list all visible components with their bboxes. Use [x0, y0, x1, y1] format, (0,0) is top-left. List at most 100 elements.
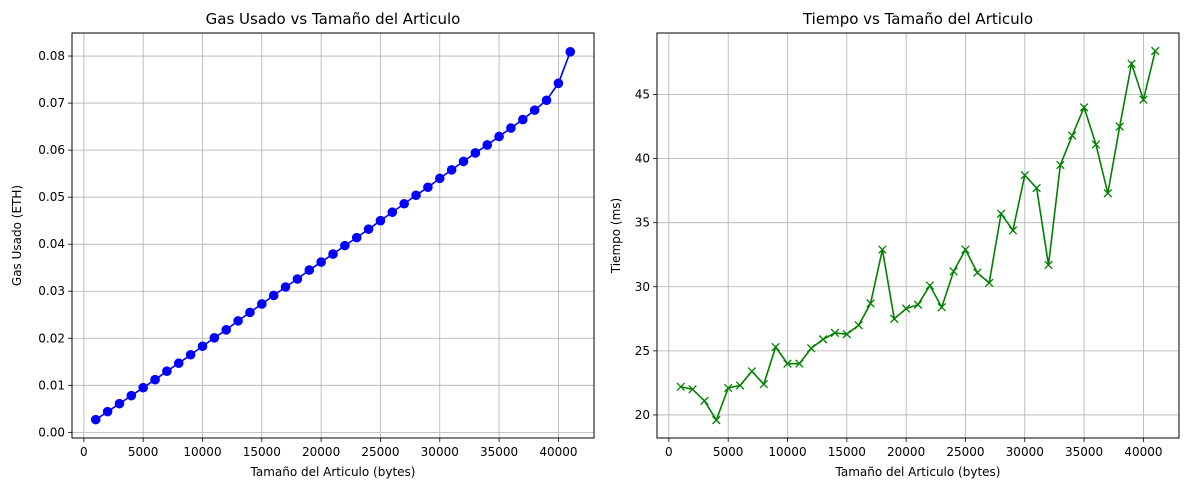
data-point — [1079, 103, 1089, 112]
data-point — [506, 123, 516, 133]
data-point — [1151, 46, 1160, 56]
x-axis-label: Tamaño del Articulo (bytes) — [250, 465, 416, 479]
data-point — [806, 344, 816, 353]
y-tick-label: 40 — [635, 152, 650, 166]
data-point — [901, 304, 911, 313]
data-point — [173, 358, 184, 369]
plot-frame — [71, 32, 595, 439]
x-tick-label: 15000 — [828, 445, 866, 459]
data-point — [1139, 95, 1148, 104]
y-tick-label: 0.05 — [38, 190, 65, 204]
data-point — [434, 173, 445, 184]
data-point — [553, 78, 564, 89]
data-point — [114, 398, 125, 409]
data-point — [458, 156, 469, 167]
y-tick-label: 0.04 — [38, 237, 65, 251]
data-point — [723, 383, 733, 393]
x-tick-label: 5000 — [713, 445, 744, 459]
data-point — [1067, 131, 1077, 140]
y-axis-label: Tiempo (ms) — [609, 198, 623, 274]
data-point — [1008, 226, 1018, 235]
data-point — [292, 274, 303, 284]
x-tick-label: 15000 — [243, 445, 281, 459]
chart-title: Tiempo vs Tamaño del Articulo — [802, 10, 1033, 28]
y-tick-label: 20 — [635, 408, 650, 422]
x-tick-label: 35000 — [1065, 445, 1103, 459]
data-point — [221, 325, 232, 335]
y-tick-label: 45 — [635, 88, 650, 102]
x-tick-label: 10000 — [768, 445, 806, 459]
data-point — [245, 307, 255, 318]
data-point — [304, 265, 315, 275]
x-tick-label: 25000 — [946, 445, 984, 459]
data-point — [126, 390, 137, 401]
data-point — [676, 382, 685, 391]
data-point — [209, 333, 220, 343]
data-point — [494, 131, 504, 142]
x-tick-label: 20000 — [302, 445, 340, 459]
data-point — [1020, 171, 1030, 180]
x-tick-label: 40000 — [1124, 445, 1162, 459]
data-point — [949, 267, 958, 276]
data-point — [712, 415, 721, 425]
data-point — [700, 396, 709, 406]
data-point — [913, 300, 923, 309]
data-point — [961, 245, 970, 254]
data-point — [268, 290, 279, 301]
data-point — [446, 165, 457, 175]
x-tick-label: 20000 — [887, 445, 925, 459]
data-point — [783, 359, 792, 368]
data-point — [482, 140, 493, 150]
data-point — [925, 281, 935, 290]
data-point — [399, 198, 409, 209]
data-point — [937, 303, 946, 312]
data-point — [973, 268, 982, 277]
data-point — [150, 374, 160, 385]
data-point — [890, 314, 899, 324]
data-point — [529, 105, 540, 115]
data-point — [280, 282, 291, 292]
data-point — [363, 224, 374, 234]
data-point — [747, 367, 757, 376]
data-point — [351, 232, 362, 243]
y-tick-label: 30 — [635, 280, 650, 294]
data-point — [185, 349, 196, 360]
data-point — [162, 366, 172, 377]
data-point — [1103, 188, 1113, 198]
data-point — [470, 148, 481, 158]
data-point — [1044, 260, 1053, 270]
data-point — [1056, 160, 1065, 170]
data-point — [1115, 122, 1124, 131]
data-point — [233, 316, 243, 326]
x-tick-label: 35000 — [480, 445, 518, 459]
data-point — [138, 382, 148, 393]
data-point — [818, 335, 828, 344]
data-point — [842, 329, 852, 339]
y-tick-label: 0.01 — [38, 378, 65, 392]
data-point — [984, 278, 994, 288]
x-tick-label: 10000 — [183, 445, 221, 459]
data-point — [1127, 59, 1136, 69]
data-point — [795, 359, 804, 368]
chart-title: Gas Usado vs Tamaño del Articulo — [206, 10, 461, 28]
data-point — [565, 47, 576, 57]
data-point — [518, 114, 528, 125]
data-point — [411, 190, 421, 201]
x-axis-label: Tamaño del Articulo (bytes) — [835, 465, 1001, 479]
data-point — [90, 414, 101, 425]
y-tick-label: 0.00 — [38, 425, 65, 439]
data-point — [257, 299, 267, 309]
data-point — [328, 249, 338, 259]
x-tick-label: 5000 — [128, 445, 159, 459]
data-point — [102, 406, 113, 417]
y-tick-label: 0.08 — [38, 49, 65, 63]
chart-2: 0 5000 10000 15000 20000 25000 30000 35000 40000… — [609, 10, 1180, 479]
x-tick-label: 25000 — [361, 445, 399, 459]
data-point — [854, 320, 863, 330]
data-point — [759, 379, 769, 389]
data-point — [866, 299, 875, 308]
y-tick-label: 0.03 — [38, 284, 65, 298]
y-tick-label: 0.06 — [38, 143, 65, 157]
data-point — [316, 257, 326, 267]
